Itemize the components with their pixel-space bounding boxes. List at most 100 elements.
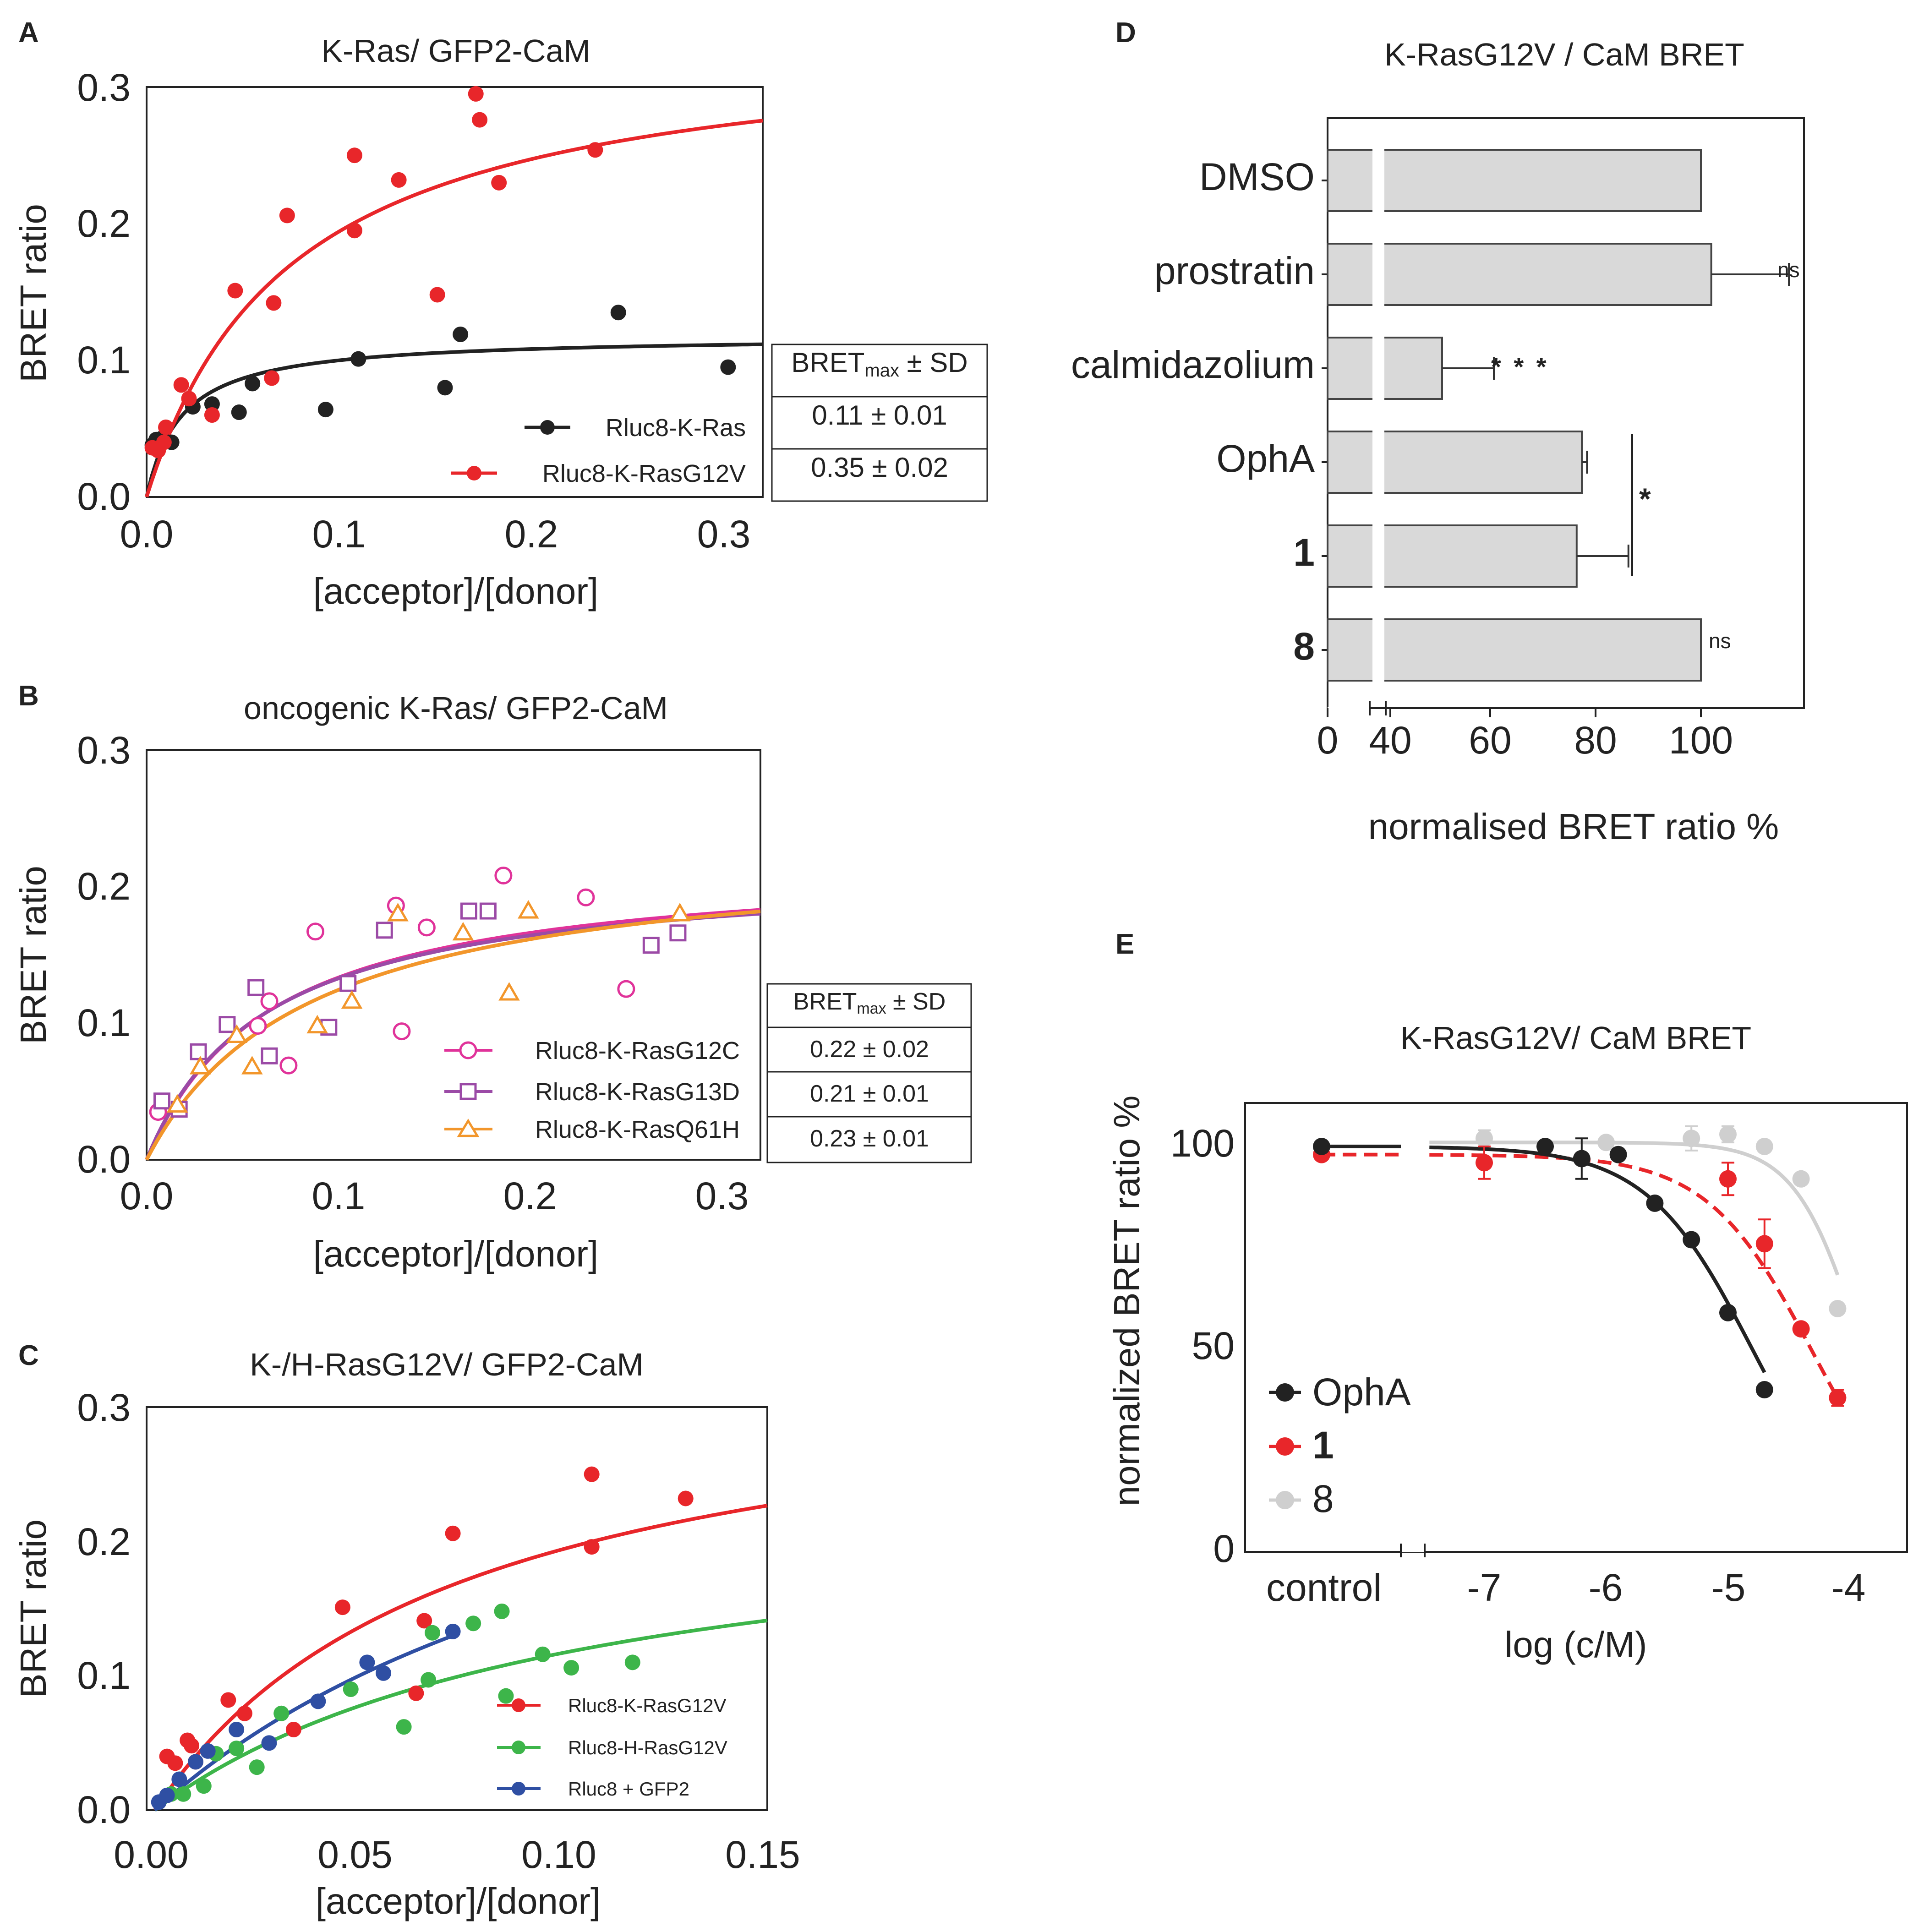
data-point: [393, 1022, 411, 1041]
panel-d-bars: [1322, 149, 1790, 682]
panel-a-bretmax-table: BRETmax ± SD 0.11 ± 0.01 0.35 ± 0.02: [771, 344, 988, 502]
fit-curve: [1429, 1153, 1839, 1399]
data-point: [260, 992, 279, 1010]
panel-b-ytick: 0.0: [77, 1138, 131, 1181]
data-point: [387, 902, 409, 922]
data-point: [343, 1681, 359, 1697]
data-point: [669, 902, 691, 922]
data-point: [498, 1688, 514, 1704]
data-point: [317, 402, 333, 418]
panel-b-x-axis: 0.0 0.1 0.2 0.3: [120, 1174, 749, 1217]
panel-a-x-label: [acceptor]/[donor]: [313, 571, 599, 611]
panel-c-xtick: 0.15: [725, 1833, 800, 1876]
data-point: [465, 1615, 481, 1632]
panel-e-xtick: -6: [1589, 1566, 1623, 1609]
annotation-ns: ns: [1777, 258, 1800, 282]
panel-e-fit-curves: [1322, 1141, 1840, 1399]
fit-curve: [153, 1632, 458, 1812]
legend-label-q61h: Rluc8-K-RasQ61H: [535, 1116, 740, 1143]
data-point: [437, 380, 453, 396]
panel-a-data-points: [144, 86, 736, 458]
panel-d-axis-break: [1372, 121, 1384, 703]
panel-e-y-label: normalized BRET ratio %: [1106, 1096, 1147, 1506]
data-point: [339, 975, 357, 992]
data-point: [184, 1738, 200, 1754]
panel-c-fit-curves: [153, 1504, 768, 1812]
data-point: [153, 1092, 170, 1110]
panel-d-x-axis: 0 40 60 80 100: [1317, 701, 1733, 762]
fit-curve: [145, 342, 763, 497]
panel-d-annotations: ns * * * ns *: [1491, 258, 1800, 653]
panel-c: C K-/H-RasG12V/ GFP2-CaM 0.0 0.1 0.2 0.3…: [13, 1340, 800, 1921]
data-point: [445, 1623, 461, 1639]
bar: [1327, 243, 1712, 306]
data-point: [617, 980, 635, 998]
data-point-control: [1313, 1138, 1330, 1155]
legend-marker-opha: [1276, 1383, 1294, 1402]
data-point: [408, 1685, 424, 1701]
panel-e-xtick: control: [1266, 1566, 1382, 1609]
data-point: [231, 404, 247, 420]
data-point: [261, 1735, 277, 1751]
data-point: [1719, 1170, 1737, 1188]
data-point: [494, 866, 513, 884]
data-point: [1476, 1130, 1493, 1147]
data-point: [175, 1786, 191, 1802]
data-point: [346, 223, 362, 239]
data-point: [429, 287, 445, 303]
panel-letter-e: E: [1115, 928, 1134, 960]
data-point: [563, 1660, 579, 1676]
legend-label-k-ras-g12v: Rluc8-K-RasG12V: [568, 1695, 726, 1716]
data-point: [273, 1705, 290, 1721]
panel-d-xtick: 0: [1317, 719, 1339, 762]
legend-label-k-ras-g12v: Rluc8-K-RasG12V: [542, 460, 746, 487]
bar: [1327, 618, 1702, 682]
bar: [1327, 431, 1583, 494]
annotation-significance: * * *: [1491, 352, 1549, 381]
data-point: [494, 1603, 510, 1619]
panel-e-x-axis: control -7 -6 -5 -4: [1266, 1544, 1865, 1609]
data-point: [341, 990, 363, 1009]
data-point: [166, 1094, 188, 1113]
data-point: [587, 142, 603, 158]
table-cell: 0.21 ± 0.01: [810, 1081, 929, 1107]
annotation-ns: ns: [1709, 629, 1731, 653]
panel-a-ytick: 0.2: [77, 202, 131, 245]
data-point: [226, 1024, 248, 1043]
data-point: [445, 1525, 461, 1541]
legend-marker-h-ras-g12v: [512, 1741, 525, 1754]
data-point: [1646, 1194, 1664, 1212]
table-cell: 0.11 ± 0.01: [812, 400, 947, 431]
legend-label-g12c: Rluc8-K-RasG12C: [535, 1037, 740, 1064]
panel-b-xtick: 0.2: [503, 1174, 557, 1217]
data-point: [421, 1672, 437, 1688]
panel-a-y-label: BRET ratio: [13, 204, 54, 382]
data-point: [720, 359, 736, 375]
panel-c-ytick: 0.3: [77, 1386, 131, 1429]
data-point: [266, 295, 282, 311]
fit-curve: [1429, 1146, 1766, 1374]
panel-e-xtick: -5: [1711, 1566, 1746, 1609]
data-point: [204, 396, 220, 412]
panel-b-xtick: 0.3: [695, 1174, 749, 1217]
data-point: [642, 937, 660, 954]
panel-b-title: oncogenic K-Ras/ GFP2-CaM: [244, 690, 668, 726]
data-point: [1609, 1146, 1627, 1163]
panel-e-xtick: -7: [1467, 1566, 1502, 1609]
data-point: [279, 207, 295, 224]
data-point: [310, 1693, 326, 1709]
panel-d-xtick: 60: [1469, 719, 1511, 762]
panel-b-ytick: 0.2: [77, 865, 131, 908]
panel-e-title: K-RasG12V/ CaM BRET: [1400, 1020, 1751, 1056]
data-point: [1573, 1150, 1591, 1168]
data-point: [173, 377, 189, 393]
panel-c-xtick: 0.00: [114, 1833, 189, 1876]
panel-c-ytick: 0.2: [77, 1520, 131, 1563]
legend-marker-k-ras: [540, 420, 555, 435]
data-point: [220, 1692, 236, 1708]
data-point: [306, 1015, 328, 1034]
data-point: [261, 1047, 278, 1064]
panel-c-legend: Rluc8-K-RasG12V Rluc8-H-RasG12V Rluc8 + …: [497, 1695, 727, 1800]
panel-c-plot-frame: [146, 1406, 768, 1811]
panel-a-xtick: 0.2: [505, 513, 558, 556]
